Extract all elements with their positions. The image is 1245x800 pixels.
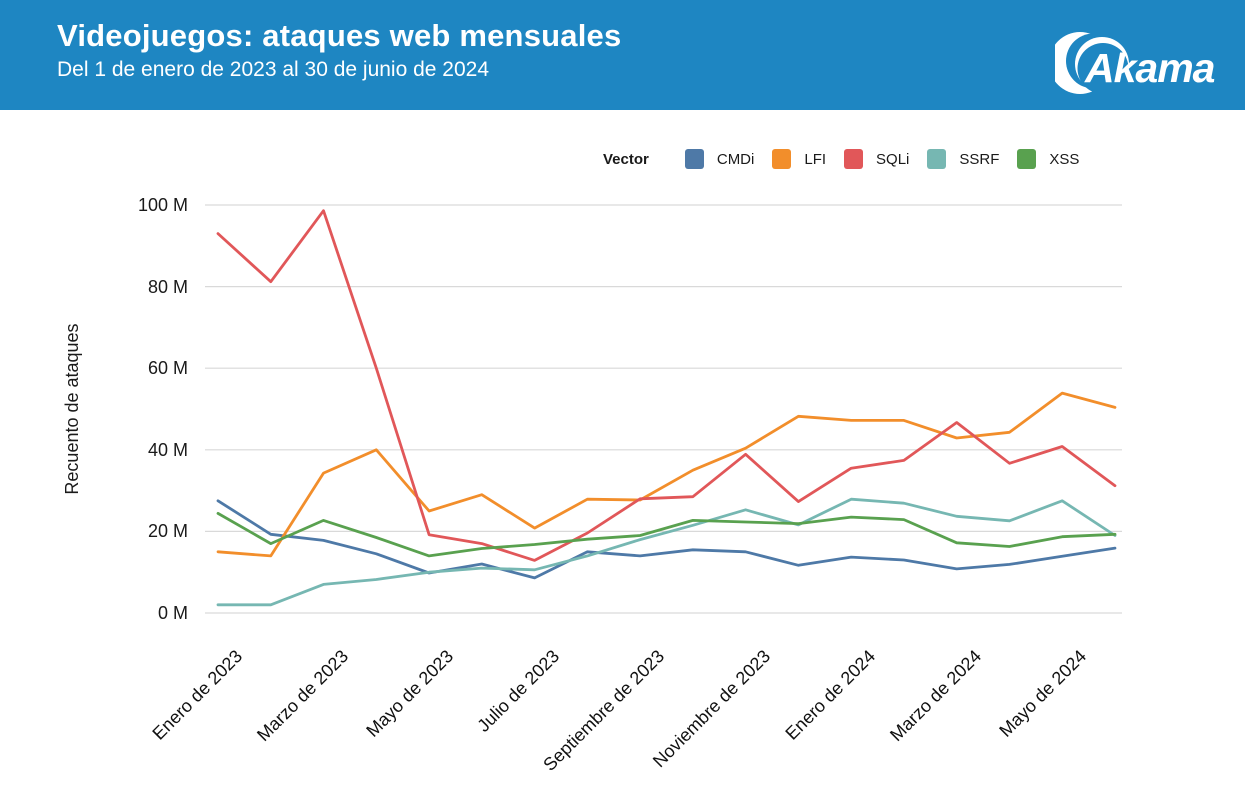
legend-label: CMDi — [716, 150, 755, 168]
legend-item-sqli: SQLi — [844, 149, 909, 169]
legend-label: XSS — [1049, 150, 1080, 168]
legend-item-ssrf: SSRF — [927, 149, 999, 169]
legend-label: SQLi — [876, 150, 910, 168]
y-tick-label: 100 M — [137, 195, 188, 215]
akamai-logo-mark — [1055, 32, 1129, 94]
legend-item-cmdi: CMDi — [684, 149, 755, 169]
y-tick-label: 0 M — [157, 603, 188, 623]
akamai-wordmark: Akamai — [1084, 45, 1215, 91]
page-title: Videojuegos: ataques web mensuales — [57, 18, 622, 53]
y-tick-label: 60 M — [147, 358, 188, 379]
page-subtitle: Del 1 de enero de 2023 al 30 de junio de… — [57, 58, 490, 81]
legend-swatch-xss — [1017, 149, 1037, 169]
legend-swatch-cmdi — [684, 149, 704, 169]
legend-item-xss: XSS — [1017, 149, 1079, 169]
y-tick-label: 40 M — [147, 439, 188, 460]
series-line-lfi — [216, 391, 1117, 558]
y-tick-label: 20 M — [147, 521, 188, 542]
legend-swatch-lfi — [772, 149, 792, 169]
legend-swatch-sqli — [844, 149, 864, 169]
chart-legend: Vector CMDi LFI SQLi SSRF XSS — [603, 149, 1097, 169]
series-line-ssrf — [216, 497, 1117, 607]
legend-label: LFI — [804, 150, 827, 168]
series-line-cmdi — [216, 499, 1117, 580]
line-plot — [205, 204, 1122, 614]
legend-label: SSRF — [959, 150, 1000, 168]
akamai-logo: Akamai — [1055, 32, 1215, 94]
legend-items: CMDi LFI SQLi SSRF XSS — [684, 149, 1098, 169]
series-line-xss — [216, 511, 1117, 558]
legend-swatch-ssrf — [927, 149, 947, 169]
legend-item-lfi: LFI — [772, 149, 826, 169]
y-tick-label: 80 M — [147, 276, 188, 297]
series-line-sqli — [216, 209, 1117, 562]
report-header: Videojuegos: ataques web mensuales Del 1… — [0, 0, 1245, 110]
legend-title: Vector — [603, 150, 649, 168]
